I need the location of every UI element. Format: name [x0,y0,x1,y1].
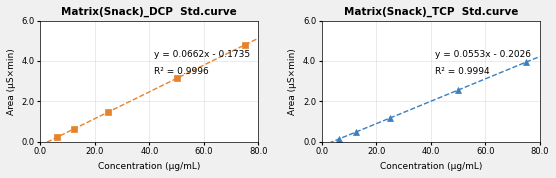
Title: Matrix(Snack)_DCP  Std.curve: Matrix(Snack)_DCP Std.curve [62,7,237,17]
Text: y = 0.0553x - 0.2026: y = 0.0553x - 0.2026 [435,50,531,59]
Text: R² = 0.9994: R² = 0.9994 [435,67,490,76]
Title: Matrix(Snack)_TCP  Std.curve: Matrix(Snack)_TCP Std.curve [344,7,518,17]
Text: y = 0.0662x - 0.1735: y = 0.0662x - 0.1735 [153,50,250,59]
Y-axis label: Area (μS×min): Area (μS×min) [7,48,16,115]
Text: R² = 0.9996: R² = 0.9996 [153,67,208,76]
X-axis label: Concentration (μg/mL): Concentration (μg/mL) [380,162,482,171]
Y-axis label: Area (μS×min): Area (μS×min) [289,48,297,115]
X-axis label: Concentration (μg/mL): Concentration (μg/mL) [98,162,201,171]
